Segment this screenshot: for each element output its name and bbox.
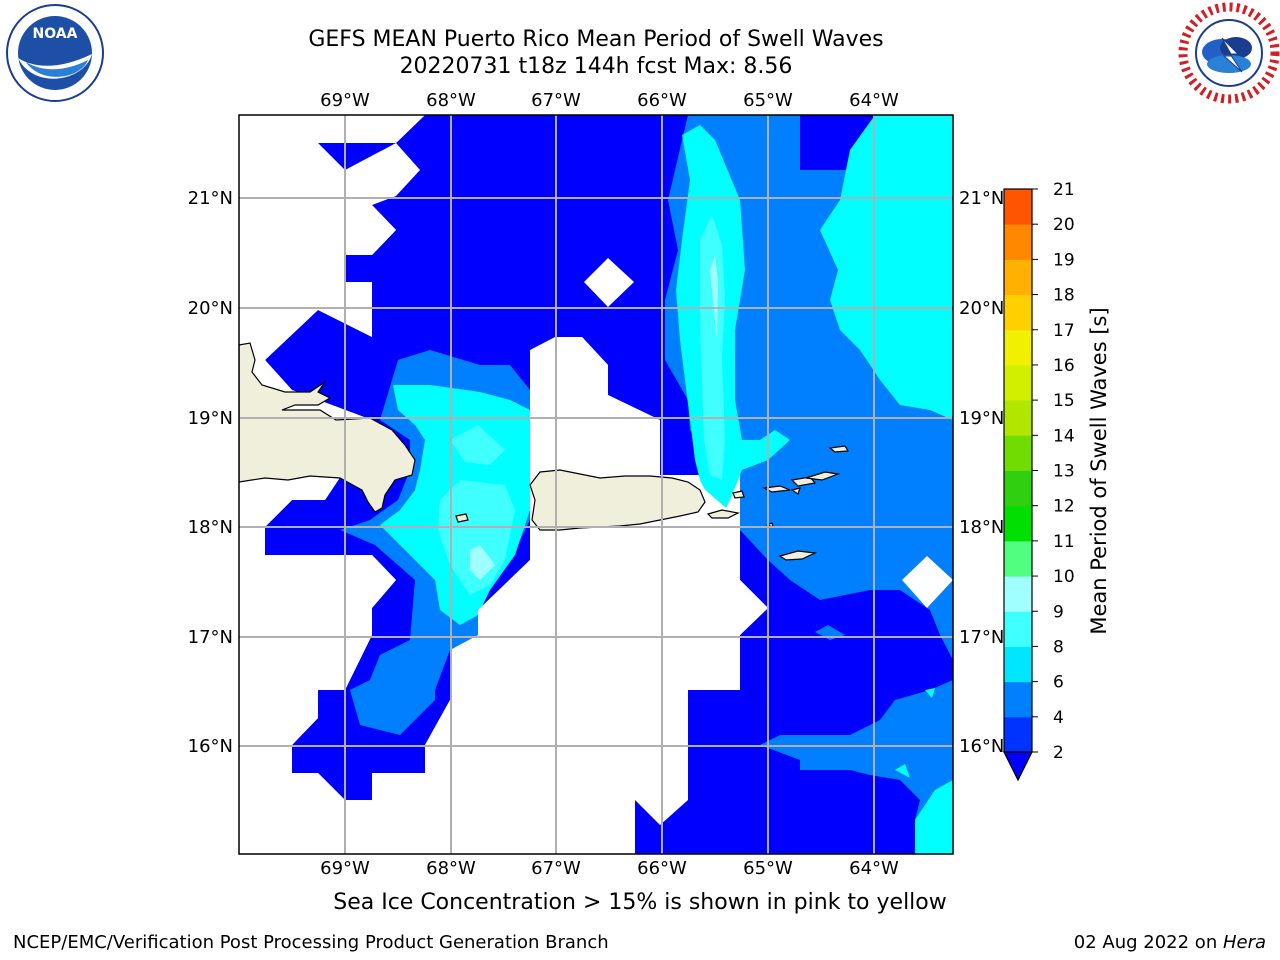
noaa-logo: NOAA [4, 2, 106, 108]
credit-text: NCEP/EMC/Verification Post Processing Pr… [13, 932, 609, 953]
colorbar-segment [1004, 681, 1032, 718]
colorbar-tick-label: 14 [1053, 426, 1075, 446]
colorbar-tick-label: 13 [1053, 462, 1075, 482]
svg-text:20°N: 20°N [959, 298, 1004, 319]
colorbar-segment [1004, 400, 1032, 436]
culebra-island [732, 490, 745, 499]
colorbar-segment [1004, 576, 1032, 612]
colorbar-tick-label: 18 [1053, 286, 1075, 306]
st-thomas-island [761, 485, 791, 493]
colorbar-segment [1004, 611, 1032, 647]
hispaniola-coast [239, 342, 416, 513]
map-title: GEFS MEAN Puerto Rico Mean Period of Swe… [308, 27, 884, 52]
lon-labels-top: 69°W 68°W 67°W 66°W 65°W 64°W [320, 90, 899, 111]
machine-name: Hera [1222, 932, 1266, 953]
svg-text:66°W: 66°W [637, 858, 687, 879]
svg-text:67°W: 67°W [531, 90, 581, 111]
svg-text:67°W: 67°W [531, 858, 581, 879]
svg-text:68°W: 68°W [426, 90, 476, 111]
svg-text:20°N: 20°N [188, 298, 233, 319]
colorbar-tick-label: 8 [1053, 637, 1064, 657]
sea-ice-note: Sea Ice Concentration > 15% is shown in … [333, 890, 947, 915]
svg-text:17°N: 17°N [188, 627, 233, 648]
lat-labels-right: 16°N 17°N 18°N 19°N 20°N 21°N [959, 188, 1004, 757]
date-text: 02 Aug 2022 on [1073, 932, 1223, 953]
svg-text:18°N: 18°N [188, 517, 233, 538]
colorbar-segment [1004, 364, 1032, 401]
swell-contour-8-9 [470, 255, 718, 580]
nws-logo [1178, 2, 1280, 108]
map-grid [239, 115, 953, 854]
colorbar-tick-label: 16 [1053, 356, 1075, 376]
svg-text:19°N: 19°N [959, 408, 1004, 429]
colorbar-extend-arrow [1003, 751, 1033, 782]
vieques-island [706, 509, 740, 519]
colorbar-tick-label: 2 [1053, 743, 1064, 763]
colorbar-tick-label: 12 [1053, 497, 1075, 517]
svg-text:66°W: 66°W [637, 90, 687, 111]
colorbar-segment [1004, 646, 1032, 683]
anegada-island [828, 445, 850, 453]
colorbar-segment [1004, 435, 1032, 471]
colorbar-segment [1004, 505, 1032, 542]
colorbar-tick-label: 19 [1053, 250, 1075, 270]
colorbar-tick-label: 17 [1053, 321, 1075, 341]
small-island-2 [790, 487, 801, 495]
colorbar-tick-label: 20 [1053, 215, 1075, 235]
svg-text:21°N: 21°N [188, 188, 233, 209]
colorbar-tick-label: 9 [1053, 602, 1064, 622]
colorbar-tick-label: 6 [1053, 673, 1064, 693]
date-stamp: 02 Aug 2022 on Hera [1074, 932, 1266, 953]
svg-text:19°N: 19°N [188, 408, 233, 429]
svg-text:16°N: 16°N [188, 736, 233, 757]
map-area [239, 115, 953, 854]
svg-text:21°N: 21°N [959, 188, 1004, 209]
colorbar-segment [1004, 294, 1032, 331]
colorbar-segment [1004, 540, 1032, 577]
colorbar-segment [1004, 470, 1032, 507]
colorbar-tick-label: 11 [1053, 532, 1075, 552]
svg-text:69°W: 69°W [320, 90, 370, 111]
lat-labels-left: 16°N 17°N 18°N 19°N 20°N 21°N [188, 188, 233, 757]
colorbar-segment [1004, 224, 1032, 260]
colorbar-tick-label: 15 [1053, 391, 1075, 411]
colorbar-segment [1004, 716, 1032, 753]
mona-island [455, 513, 469, 523]
st-john-island [790, 476, 817, 487]
swell-contour-6-8 [438, 215, 725, 595]
svg-text:18°N: 18°N [959, 517, 1004, 538]
svg-text:64°W: 64°W [849, 90, 899, 111]
colorbar: 2 4 6 8 9 10 11 12 13 14 15 16 17 18 19 20 21 [1003, 180, 1075, 782]
svg-text:69°W: 69°W [320, 858, 370, 879]
svg-text:65°W: 65°W [743, 90, 793, 111]
lon-labels-bottom: 69°W 68°W 67°W 66°W 65°W 64°W [320, 858, 899, 879]
map-frame [238, 114, 954, 855]
svg-text:17°N: 17°N [959, 627, 1004, 648]
svg-text:16°N: 16°N [959, 736, 1004, 757]
colorbar-label: Mean Period of Swell Waves [s] [1087, 307, 1111, 634]
svg-text:NOAA: NOAA [33, 26, 78, 42]
map-subtitle: 20220731 t18z 144h fcst Max: 8.56 [399, 54, 793, 79]
colorbar-segment [1004, 329, 1032, 366]
colorbar-tick-label: 4 [1053, 708, 1064, 728]
svg-text:68°W: 68°W [426, 858, 476, 879]
colorbar-segment [1004, 189, 1032, 225]
colorbar-tick-label: 21 [1053, 180, 1075, 200]
st-croix-island [778, 550, 818, 561]
svg-text:64°W: 64°W [849, 858, 899, 879]
colorbar-segment [1004, 259, 1032, 296]
svg-text:65°W: 65°W [743, 858, 793, 879]
colorbar-tick-label: 10 [1053, 567, 1075, 587]
tortola-island [805, 471, 841, 481]
